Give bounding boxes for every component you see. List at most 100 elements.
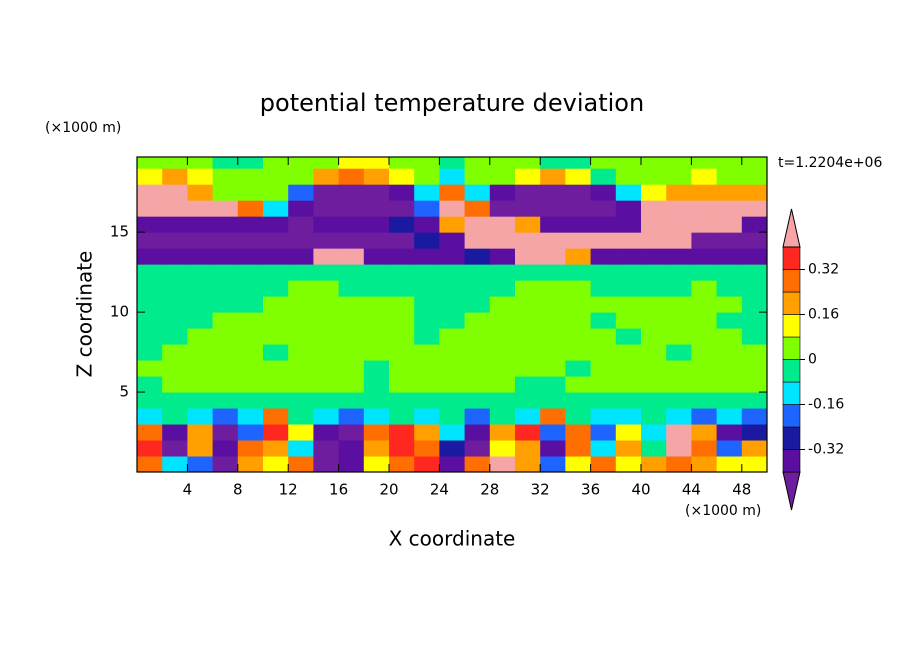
contour-cell bbox=[313, 392, 340, 409]
contour-cell bbox=[212, 264, 239, 281]
contour-cell bbox=[288, 184, 314, 201]
colorbar-box bbox=[782, 404, 801, 428]
contour-cell bbox=[288, 392, 314, 409]
contour-cell bbox=[641, 296, 667, 313]
contour-cell bbox=[363, 232, 390, 249]
contour-cell bbox=[565, 456, 592, 472]
contour-cell bbox=[162, 408, 188, 425]
y-tick-label: 15 bbox=[110, 223, 129, 241]
contour-cell bbox=[363, 344, 390, 361]
contour-cell bbox=[641, 184, 667, 201]
contour-cell bbox=[237, 232, 264, 249]
contour-cell bbox=[565, 168, 592, 185]
contour-cell bbox=[464, 328, 491, 345]
contour-cell bbox=[691, 200, 718, 217]
contour-cell bbox=[389, 344, 415, 361]
contour-cell bbox=[666, 216, 692, 233]
contour-cell bbox=[187, 360, 214, 377]
contour-cell bbox=[666, 232, 692, 249]
contour-cell bbox=[691, 344, 718, 361]
contour-cell bbox=[615, 392, 642, 409]
contour-cell bbox=[691, 184, 718, 201]
contour-cell bbox=[615, 424, 642, 441]
contour-cell bbox=[263, 232, 289, 249]
contour-cell bbox=[137, 184, 163, 201]
contour-cell bbox=[540, 376, 566, 393]
contour-cell bbox=[464, 344, 491, 361]
contour-cell bbox=[237, 456, 264, 472]
contour-cell bbox=[389, 376, 415, 393]
contour-cell bbox=[263, 296, 289, 313]
contour-cell bbox=[338, 408, 365, 425]
contour-cell bbox=[540, 344, 566, 361]
contour-cell bbox=[666, 344, 692, 361]
contour-cell bbox=[590, 168, 617, 185]
contour-cell bbox=[414, 248, 440, 265]
contour-cell bbox=[389, 264, 415, 281]
contour-cell bbox=[565, 248, 592, 265]
contour-cell bbox=[540, 157, 566, 169]
contour-cell bbox=[515, 312, 541, 329]
colorbar-tick-label: -0.16 bbox=[808, 397, 844, 413]
contour-cell bbox=[212, 376, 239, 393]
contour-cell bbox=[263, 344, 289, 361]
contour-cell bbox=[741, 200, 767, 217]
contour-cell bbox=[162, 456, 188, 472]
contour-cell bbox=[338, 344, 365, 361]
contour-cell bbox=[439, 360, 466, 377]
contour-cell bbox=[464, 296, 491, 313]
contour-cell bbox=[615, 312, 642, 329]
contour-cell bbox=[716, 248, 743, 265]
contour-cell bbox=[666, 296, 692, 313]
contour-cell bbox=[212, 248, 239, 265]
contour-cell bbox=[615, 440, 642, 457]
contour-cell bbox=[389, 200, 415, 217]
contour-cell bbox=[615, 157, 642, 169]
contour-cell bbox=[641, 392, 667, 409]
contour-cell bbox=[237, 312, 264, 329]
contour-cell bbox=[338, 296, 365, 313]
contour-cell bbox=[137, 328, 163, 345]
contour-cell bbox=[489, 248, 516, 265]
contour-cell bbox=[540, 408, 566, 425]
contour-cell bbox=[263, 456, 289, 472]
contour-cell bbox=[187, 232, 214, 249]
contour-cell bbox=[187, 216, 214, 233]
contour-cell bbox=[389, 168, 415, 185]
colorbar-tick-label: 0.32 bbox=[808, 262, 839, 278]
contour-cell bbox=[741, 157, 767, 169]
contour-cell bbox=[716, 312, 743, 329]
contour-cell bbox=[187, 408, 214, 425]
contour-cell bbox=[137, 216, 163, 233]
contour-cell bbox=[615, 360, 642, 377]
contour-cell bbox=[741, 440, 767, 457]
contour-cell bbox=[414, 168, 440, 185]
colorbar-box bbox=[782, 426, 801, 450]
contour-cell bbox=[641, 248, 667, 265]
contour-cell bbox=[590, 456, 617, 472]
contour-cell bbox=[590, 216, 617, 233]
contour-cell bbox=[313, 168, 340, 185]
contour-cell bbox=[741, 232, 767, 249]
contour-cell bbox=[489, 408, 516, 425]
contour-cell bbox=[741, 280, 767, 297]
chart-title: potential temperature deviation bbox=[260, 89, 644, 117]
colorbar-box bbox=[782, 359, 801, 383]
contour-cell bbox=[439, 216, 466, 233]
contour-cell bbox=[489, 328, 516, 345]
contour-cell bbox=[565, 264, 592, 281]
contour-cell bbox=[389, 424, 415, 441]
contour-cell bbox=[515, 280, 541, 297]
contour-cell bbox=[263, 408, 289, 425]
contour-cell bbox=[162, 440, 188, 457]
contour-cell bbox=[414, 392, 440, 409]
contour-cell bbox=[338, 440, 365, 457]
contour-cell bbox=[590, 424, 617, 441]
contour-cell bbox=[515, 248, 541, 265]
contour-cell bbox=[590, 200, 617, 217]
contour-cell bbox=[389, 360, 415, 377]
contour-cell bbox=[439, 264, 466, 281]
contour-cell bbox=[162, 216, 188, 233]
contour-cell bbox=[741, 184, 767, 201]
contour-cell bbox=[137, 344, 163, 361]
